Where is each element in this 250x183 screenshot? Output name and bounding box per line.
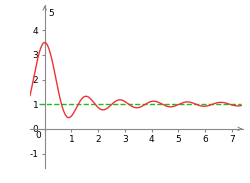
Text: 0: 0	[35, 131, 41, 140]
Text: 5: 5	[48, 9, 54, 18]
